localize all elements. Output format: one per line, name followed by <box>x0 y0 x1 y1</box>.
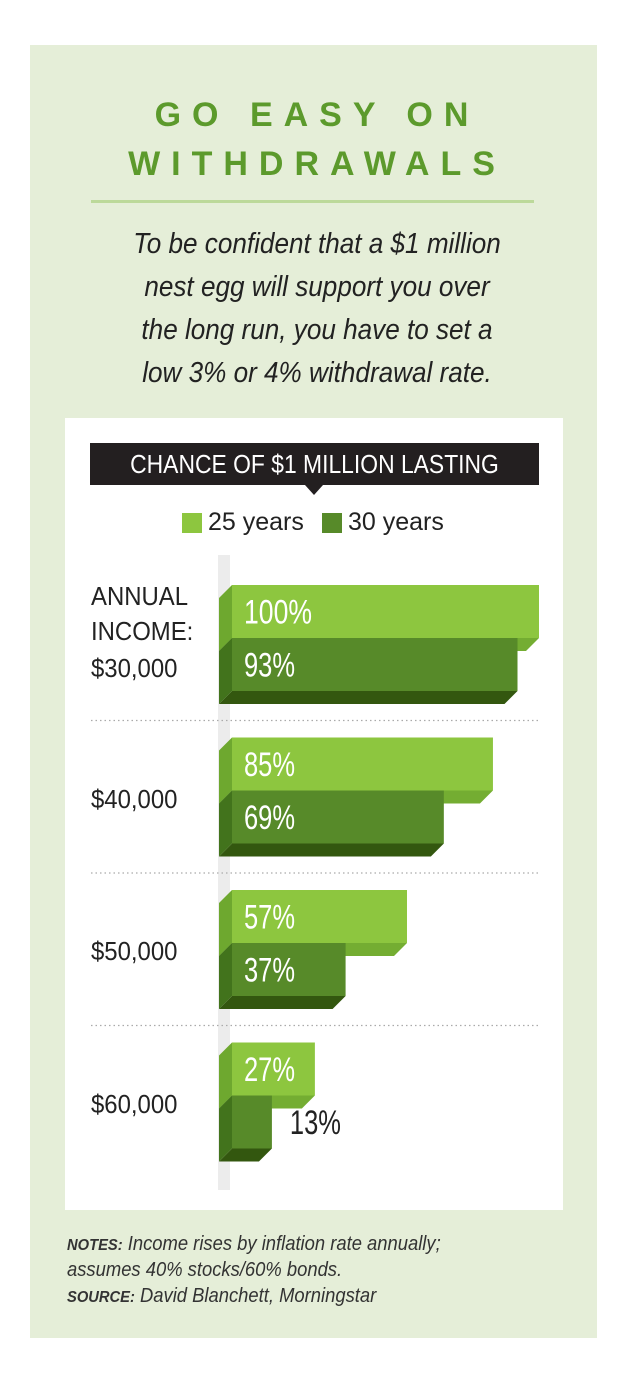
data-label: 69% <box>244 799 295 837</box>
bar-bottom-face <box>219 691 518 704</box>
bar-side-face <box>219 1095 232 1162</box>
title-line-1: GO EASY ON <box>154 96 480 134</box>
source-line: SOURCE: David Blanchett, Morningstar <box>67 1285 376 1308</box>
bar-30-years <box>232 1095 272 1149</box>
subtitle-line-2: nest egg will support you over <box>144 271 490 303</box>
title-divider <box>91 200 534 203</box>
bar-25-years <box>232 737 493 791</box>
category-label: $30,000 <box>91 653 178 683</box>
subtitle-line-1: To be confident that a $1 million <box>133 228 501 260</box>
bar-side-face <box>219 943 232 1009</box>
bar-bottom-face <box>219 996 346 1009</box>
bar-side-face <box>219 585 232 651</box>
category-label: $60,000 <box>91 1089 178 1119</box>
legend-swatch-light <box>182 512 202 533</box>
subtitle-line-3: the long run, you have to set a <box>141 314 493 346</box>
bar-25-years <box>232 585 539 638</box>
category-label: $50,000 <box>91 936 178 966</box>
subtitle-line-4: low 3% or 4% withdrawal rate. <box>142 357 492 389</box>
data-label: 57% <box>244 899 295 937</box>
legend-item-25-years: 25 years <box>182 508 304 537</box>
legend-label: 25 years <box>208 508 304 536</box>
data-label: 93% <box>244 647 295 685</box>
bar-25-years <box>232 1042 315 1096</box>
data-label: 27% <box>244 1051 295 1089</box>
data-label: 85% <box>244 746 295 784</box>
bar-30-years <box>232 790 444 844</box>
bar-side-face <box>219 737 232 804</box>
bar-side-face <box>219 1042 232 1109</box>
notes-text: Income rises by inflation rate annually; <box>127 1233 441 1255</box>
y-axis-label: ANNUAL INCOME: <box>91 581 194 646</box>
notes-line-1: NOTES: Income rises by inflation rate an… <box>67 1233 441 1256</box>
bar-30-years <box>232 638 518 691</box>
bar-25-years <box>232 890 407 943</box>
bar-side-face <box>219 790 232 857</box>
chart-title-pointer <box>305 485 323 495</box>
bar-bottom-face <box>219 843 444 857</box>
legend-item-30-years: 30 years <box>322 508 444 537</box>
data-label: 37% <box>244 952 295 990</box>
legend-label: 30 years <box>348 508 444 536</box>
legend-swatch-dark <box>322 512 342 533</box>
axis-line <box>218 555 230 1190</box>
notes-label: NOTES: <box>67 1237 123 1254</box>
chart-title: CHANCE OF $1 MILLION LASTING <box>90 443 539 485</box>
bar-30-years <box>232 943 346 996</box>
bar-bottom-face <box>219 1148 272 1162</box>
data-label: 13% <box>290 1104 341 1142</box>
source-label: SOURCE: <box>67 1289 135 1306</box>
bar-side-face <box>219 890 232 956</box>
bar-side-face <box>219 638 232 704</box>
data-label: 100% <box>244 594 312 632</box>
source-text: David Blanchett, Morningstar <box>139 1285 377 1307</box>
category-label: $40,000 <box>91 784 178 814</box>
title-line-2: WITHDRAWALS <box>128 145 506 183</box>
notes-line-2: assumes 40% stocks/60% bonds. <box>67 1259 343 1281</box>
